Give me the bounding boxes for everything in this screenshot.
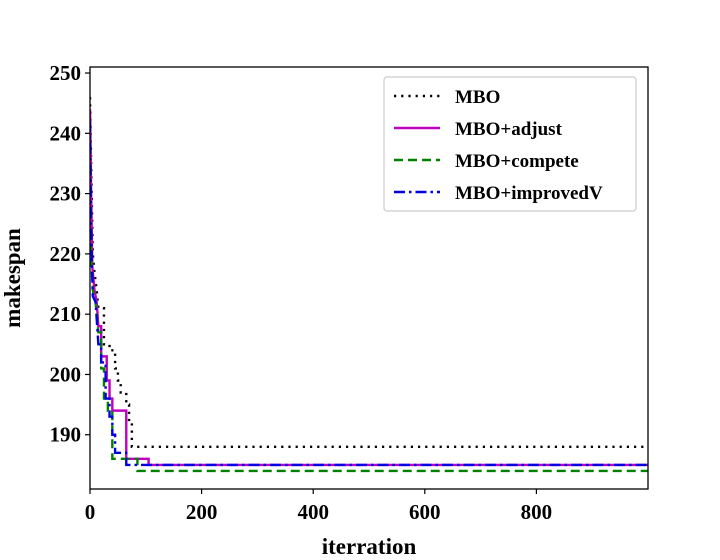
legend-label-4: MBO+improvedV: [455, 183, 603, 204]
y-tick-label: 210: [50, 302, 82, 326]
legend-label-3: MBO+compete: [455, 151, 579, 172]
series-line-1: [90, 97, 648, 448]
series-line-4: [90, 121, 648, 467]
y-tick-label: 200: [50, 362, 82, 386]
x-tick-label: 0: [85, 500, 96, 524]
x-axis-label: iterration: [322, 534, 417, 559]
series-line-3: [90, 229, 648, 473]
x-tick-label: 800: [521, 500, 553, 524]
y-tick-label: 240: [50, 121, 82, 145]
legend-label-1: MBO: [455, 87, 500, 108]
x-tick-label: 200: [186, 500, 218, 524]
y-tick-label: 230: [50, 182, 82, 206]
ticks-layer: 0 200 400 600 800 190 200 210 220 230 240 250: [50, 61, 553, 524]
y-tick-label: 220: [50, 242, 82, 266]
series-line-2: [90, 109, 648, 467]
series-layer: [90, 97, 648, 473]
legend-label-2: MBO+adjust: [455, 119, 563, 140]
y-tick-label: 250: [50, 61, 82, 85]
x-tick-label: 400: [297, 500, 329, 524]
plot-frame: [89, 66, 649, 490]
y-tick-label: 190: [50, 423, 82, 447]
x-tick-label: 600: [409, 500, 441, 524]
legend-box: [383, 76, 637, 212]
legend: MBO MBO+adjust MBO+compete MBO+improvedV: [383, 76, 637, 212]
y-axis-label: makespan: [0, 228, 25, 328]
